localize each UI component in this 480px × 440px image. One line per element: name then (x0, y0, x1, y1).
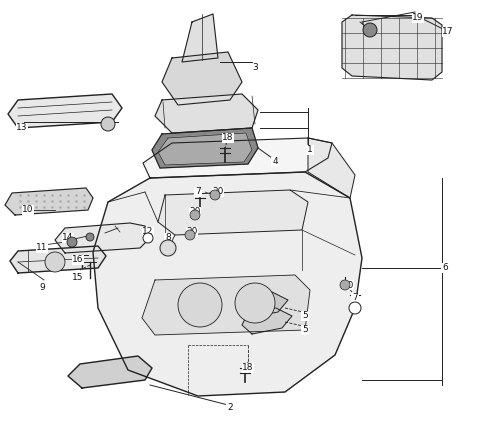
Text: 6: 6 (442, 264, 448, 272)
Circle shape (86, 233, 94, 241)
Polygon shape (158, 133, 252, 165)
Circle shape (45, 252, 65, 272)
Circle shape (210, 190, 220, 200)
Circle shape (178, 283, 222, 327)
Polygon shape (10, 246, 106, 273)
Polygon shape (142, 275, 310, 335)
Text: 9: 9 (39, 283, 45, 293)
Polygon shape (5, 188, 93, 215)
Circle shape (349, 302, 361, 314)
Polygon shape (55, 223, 150, 253)
Text: 20: 20 (186, 227, 198, 236)
Text: 2: 2 (227, 403, 233, 412)
Text: 8: 8 (165, 234, 171, 242)
Polygon shape (238, 292, 288, 318)
Circle shape (160, 240, 176, 256)
Text: 14: 14 (62, 234, 74, 242)
Text: 19: 19 (412, 14, 424, 22)
Polygon shape (155, 94, 258, 133)
Text: 15: 15 (72, 274, 84, 282)
Text: 20: 20 (212, 187, 224, 197)
Text: 7: 7 (352, 293, 358, 302)
Text: 13: 13 (16, 124, 28, 132)
Text: 12: 12 (142, 227, 154, 236)
Text: 20: 20 (189, 208, 201, 216)
Text: 5: 5 (302, 312, 308, 320)
Text: 20: 20 (342, 281, 354, 290)
Circle shape (185, 230, 195, 240)
Polygon shape (182, 14, 218, 62)
Circle shape (67, 237, 77, 247)
Circle shape (190, 210, 200, 220)
Text: 7: 7 (195, 187, 201, 197)
Polygon shape (68, 356, 152, 388)
Polygon shape (162, 52, 242, 105)
Polygon shape (158, 190, 308, 235)
Text: 16: 16 (72, 256, 84, 264)
Text: 3: 3 (252, 63, 258, 73)
Circle shape (340, 280, 350, 290)
Polygon shape (308, 138, 355, 198)
Text: 11: 11 (36, 243, 48, 253)
Text: 4: 4 (272, 158, 278, 166)
Circle shape (363, 23, 377, 37)
Polygon shape (143, 138, 332, 178)
Text: 18: 18 (222, 133, 234, 143)
Text: 17: 17 (442, 27, 454, 37)
Polygon shape (8, 94, 122, 128)
Text: 10: 10 (22, 205, 34, 214)
Polygon shape (242, 308, 292, 334)
Text: 1: 1 (307, 146, 313, 154)
Polygon shape (93, 172, 362, 396)
Text: 5: 5 (302, 326, 308, 334)
Circle shape (235, 283, 275, 323)
Circle shape (143, 233, 153, 243)
Circle shape (101, 117, 115, 131)
Polygon shape (342, 15, 442, 80)
Polygon shape (152, 128, 258, 168)
Text: 18: 18 (242, 363, 254, 373)
